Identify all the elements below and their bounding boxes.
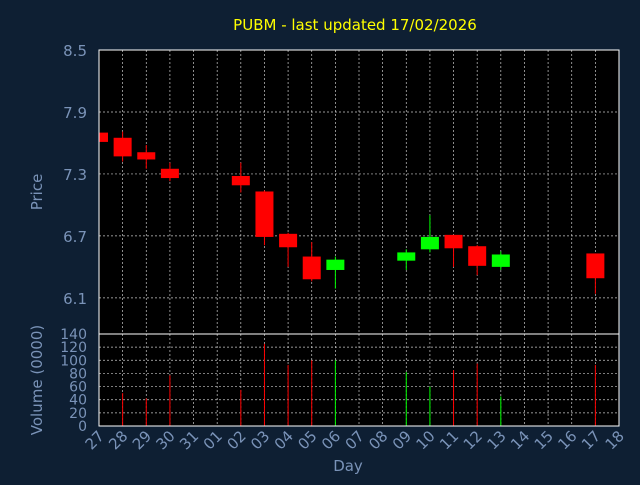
x-axis-label: Day [333, 457, 363, 475]
x-tick-label: 06 [318, 427, 344, 453]
candle-body [160, 168, 179, 179]
candle-body [279, 233, 298, 248]
x-tick-label: 05 [294, 427, 320, 453]
price-y-tick-label: 7.9 [63, 104, 87, 122]
candle-body [468, 246, 487, 266]
x-tick-label: 15 [531, 427, 557, 453]
candles [98, 131, 605, 294]
candle-body [113, 137, 132, 157]
x-tick-label: 31 [176, 427, 202, 453]
volume-axis-label: Volume (0000) [28, 325, 46, 435]
x-tick-label: 13 [483, 427, 509, 453]
volume-y-tick-label: 20 [69, 406, 87, 422]
volume-y-tick-label: 0 [78, 419, 87, 435]
candle-body [99, 132, 108, 142]
candle-body [137, 152, 156, 160]
x-tick-label: 04 [271, 427, 297, 453]
price-y-tick-label: 8.5 [63, 42, 87, 60]
candle-body [302, 256, 321, 280]
price-axis-label: Price [28, 174, 46, 211]
x-tick-label: 28 [105, 427, 131, 453]
x-tick-label: 16 [554, 427, 580, 453]
candle-body [397, 252, 416, 261]
x-tick-label: 14 [507, 427, 533, 453]
x-tick-label: 10 [413, 427, 439, 453]
x-tick-label: 01 [200, 427, 226, 453]
x-tick-label: 17 [578, 427, 604, 453]
x-tick-label: 07 [342, 427, 368, 453]
price-y-tick-label: 7.3 [63, 166, 87, 184]
candle-body [420, 236, 439, 250]
volume-y-tick-label: 140 [60, 327, 87, 343]
x-tick-labels: 2728293031010203040506070809101112131415… [82, 427, 628, 453]
volume-y-tick-label: 80 [69, 366, 87, 382]
candle-body [231, 175, 250, 186]
candle-body [444, 234, 463, 249]
candle-body [326, 259, 345, 270]
x-tick-label: 12 [460, 427, 486, 453]
price-y-tick-label: 6.7 [63, 228, 87, 246]
volume-y-tick-label: 120 [60, 340, 87, 356]
volume-bars [122, 343, 596, 426]
price-y-tick-label: 6.1 [63, 290, 87, 308]
volume-y-tick-label: 60 [69, 380, 87, 396]
x-tick-label: 11 [436, 427, 462, 453]
x-tick-label: 09 [389, 427, 415, 453]
x-tick-label: 30 [153, 427, 179, 453]
chart-title: PUBM - last updated 17/02/2026 [233, 16, 477, 34]
candle-body [586, 253, 605, 279]
volume-y-tick-label: 40 [69, 393, 87, 409]
x-tick-label: 02 [223, 427, 249, 453]
candle-body [255, 191, 274, 237]
x-tick-label: 29 [129, 427, 155, 453]
x-tick-label: 03 [247, 427, 273, 453]
candle-body [491, 254, 510, 267]
x-tick-label: 18 [602, 427, 628, 453]
x-tick-label: 08 [365, 427, 391, 453]
volume-panel-border [98, 333, 620, 427]
volume-y-tick-label: 100 [60, 353, 87, 369]
price-y-tick-labels: 8.5 7.9 7.3 6.7 6.1 [63, 42, 87, 308]
